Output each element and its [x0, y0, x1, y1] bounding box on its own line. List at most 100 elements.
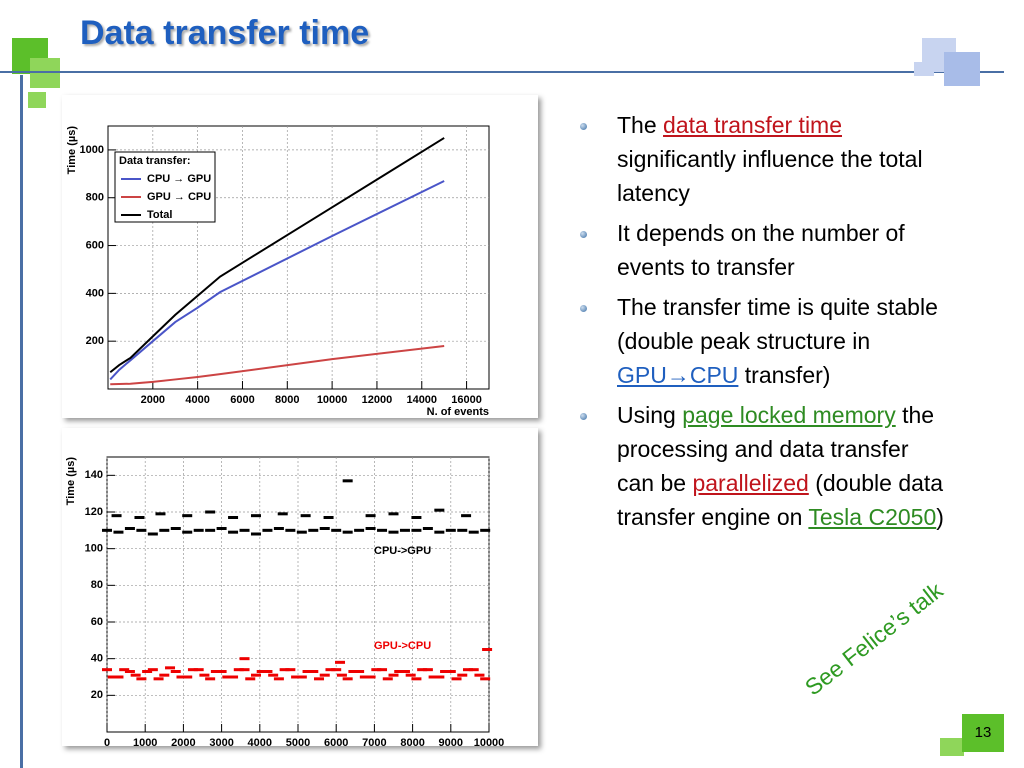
data-point — [422, 527, 433, 530]
data-point — [434, 675, 445, 679]
data-point — [256, 670, 267, 673]
y-tick-label: 80 — [91, 579, 103, 591]
data-point — [434, 508, 445, 512]
data-point — [399, 528, 410, 532]
bullet-text: Tesla C2050 — [808, 504, 937, 530]
data-point — [142, 670, 153, 673]
data-point — [136, 677, 147, 681]
data-point — [228, 675, 239, 679]
y-tick-label: 60 — [91, 616, 103, 628]
data-point — [462, 668, 473, 672]
bullet-text: (double data transfer engine on — [617, 470, 944, 530]
data-point — [273, 527, 284, 530]
data-point — [147, 532, 158, 536]
decor — [940, 738, 964, 756]
data-point — [300, 514, 311, 518]
x-tick-label: 7000 — [362, 737, 386, 746]
x-tick-label: 8000 — [400, 737, 424, 746]
x-tick-label: 16000 — [451, 394, 482, 406]
data-point — [193, 668, 204, 672]
legend-label: CPU → GPU — [147, 173, 211, 185]
bullet-text: It depends on the number of events to tr… — [617, 220, 905, 280]
x-axis-label: N. of events — [427, 406, 489, 418]
data-point — [382, 677, 393, 681]
data-point — [422, 668, 433, 672]
data-point — [331, 528, 342, 532]
data-point — [323, 516, 334, 519]
data-point — [113, 675, 124, 679]
data-point — [359, 675, 370, 679]
data-point — [302, 670, 313, 673]
data-point — [102, 668, 112, 672]
data-point — [239, 668, 250, 672]
data-point — [113, 530, 124, 534]
decor — [0, 71, 1004, 73]
slide-title: Data transfer time — [80, 14, 370, 52]
data-point — [336, 673, 347, 677]
y-tick-label: 400 — [86, 287, 104, 299]
data-point — [205, 510, 216, 514]
data-point — [159, 528, 170, 532]
decor — [944, 52, 980, 86]
bullet-text: significantly influence the total latenc… — [617, 146, 923, 206]
data-point — [411, 677, 422, 681]
data-point — [319, 527, 330, 530]
data-point — [480, 528, 491, 532]
x-tick-label: 8000 — [275, 394, 299, 406]
x-tick-label: 14000 — [406, 394, 437, 406]
data-point — [205, 528, 216, 532]
bullet-text: The transfer time is quite stable (doubl… — [617, 294, 938, 354]
x-tick-label: 4000 — [185, 394, 209, 406]
x-tick-label: 9000 — [439, 737, 463, 746]
data-point — [277, 512, 288, 516]
bullet: The data transfer time significantly inf… — [580, 108, 950, 210]
bullet: It depends on the number of events to tr… — [580, 216, 950, 284]
data-point — [308, 670, 319, 673]
data-point — [457, 673, 468, 677]
x-tick-label: 4000 — [248, 737, 272, 746]
data-point — [468, 668, 479, 672]
data-point — [365, 527, 376, 530]
bullet-text: ) — [936, 504, 944, 530]
x-tick-label: 5000 — [286, 737, 310, 746]
legend-label: GPU → CPU — [147, 191, 211, 203]
data-point — [377, 528, 388, 532]
x-tick-label: 2000 — [141, 394, 165, 406]
data-point — [457, 528, 468, 532]
data-point — [371, 668, 382, 672]
y-tick-label: 140 — [85, 469, 103, 481]
data-point — [155, 512, 166, 516]
bullet-text: transfer) — [738, 362, 831, 388]
data-point — [119, 668, 130, 672]
data-point — [440, 670, 451, 673]
data-point — [399, 670, 410, 673]
data-point — [388, 673, 399, 677]
bullet-text: Using — [617, 402, 683, 428]
legend-label: Total — [147, 209, 172, 221]
y-tick-label: 40 — [91, 653, 103, 665]
data-point — [296, 530, 307, 534]
data-point — [228, 530, 239, 534]
series-label: CPU->GPU — [374, 545, 431, 557]
data-point — [193, 528, 204, 532]
bullet: The transfer time is quite stable (doubl… — [580, 290, 950, 392]
data-point — [482, 648, 493, 651]
data-point — [124, 527, 135, 530]
data-point — [468, 530, 479, 534]
bullet-list: The data transfer time significantly inf… — [580, 108, 950, 540]
data-point — [130, 673, 141, 677]
legend-box — [114, 151, 216, 223]
data-line — [110, 344, 445, 386]
bullet-text: the processing and data transfer can be — [617, 402, 935, 496]
data-point — [335, 660, 346, 664]
data-point — [165, 666, 176, 670]
chart: 200 400 600 800 1000 2000 4000 6000 8000 10000 120… — [66, 125, 490, 418]
legend-title: Data transfer: — [119, 155, 191, 167]
data-point — [342, 677, 353, 681]
series-label: GPU->CPU — [374, 640, 431, 652]
data-point — [474, 673, 485, 677]
data-point — [285, 668, 296, 672]
data-point — [228, 516, 239, 519]
data-point — [461, 514, 472, 518]
data-point — [210, 670, 221, 673]
